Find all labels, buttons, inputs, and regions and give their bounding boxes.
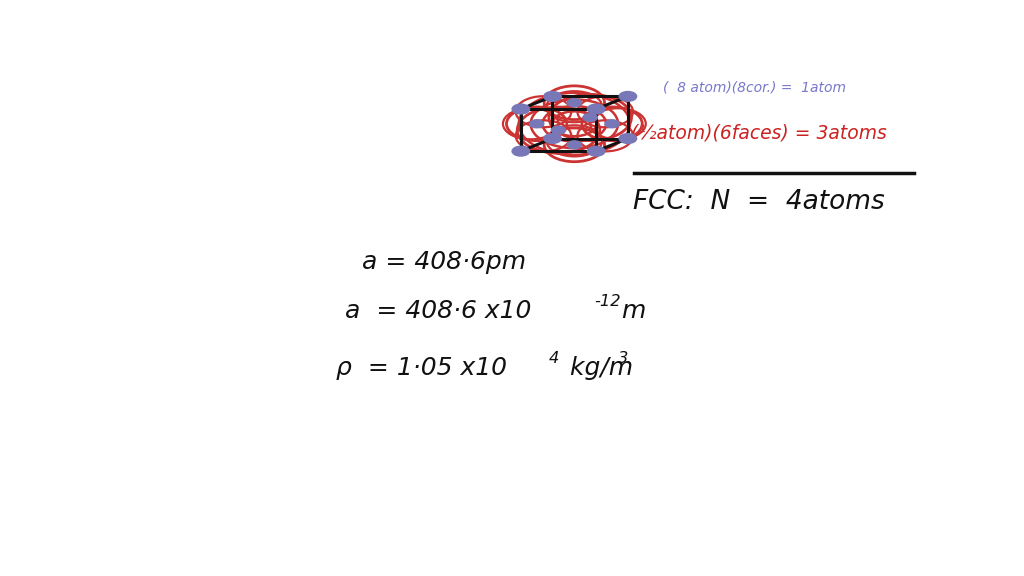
Text: a = 408·6pm: a = 408·6pm (362, 250, 526, 274)
Text: FCC:  N  =  4atoms: FCC: N = 4atoms (633, 189, 885, 215)
Text: ρ  = 1·05 x10: ρ = 1·05 x10 (336, 357, 507, 381)
Text: -12: -12 (595, 294, 622, 309)
Text: 3: 3 (617, 351, 628, 366)
Text: m: m (621, 299, 645, 323)
Circle shape (620, 134, 637, 143)
Circle shape (512, 146, 529, 156)
Circle shape (551, 126, 565, 134)
Circle shape (583, 113, 597, 122)
Circle shape (588, 146, 605, 156)
Circle shape (567, 141, 582, 149)
Text: (½atom)(6faces) = 3atoms: (½atom)(6faces) = 3atoms (631, 124, 887, 143)
Circle shape (544, 92, 561, 101)
Circle shape (605, 120, 620, 128)
Text: kg/m: kg/m (562, 357, 633, 381)
Circle shape (544, 134, 561, 143)
Circle shape (512, 104, 529, 114)
Text: 4: 4 (549, 351, 559, 366)
Text: a  = 408·6 x10: a = 408·6 x10 (345, 299, 531, 323)
Circle shape (529, 120, 544, 128)
Circle shape (620, 92, 637, 101)
Circle shape (588, 104, 605, 114)
Text: (  8 atom)(8cor.) =  1atom: ( 8 atom)(8cor.) = 1atom (664, 80, 847, 94)
Circle shape (567, 98, 582, 107)
